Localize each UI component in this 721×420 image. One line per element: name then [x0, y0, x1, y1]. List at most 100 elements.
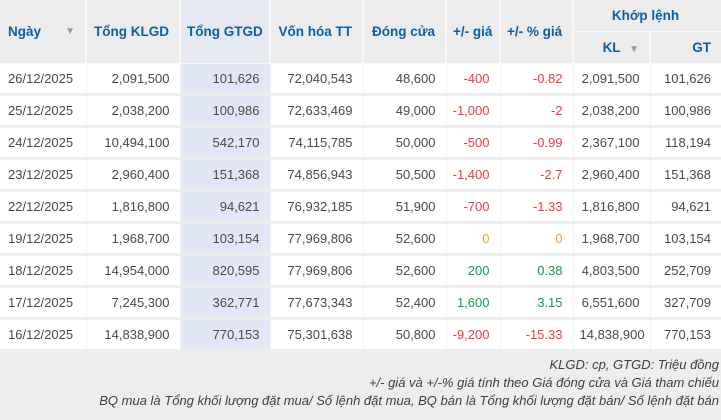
cell-close: 50,000	[363, 126, 447, 160]
cell-total_gt: 770,153	[180, 318, 271, 352]
cell-kl: 2,960,400	[573, 158, 651, 192]
cell-gt: 94,621	[650, 190, 721, 224]
cell-total_kl: 2,091,500	[86, 63, 181, 96]
cell-chg: -1,000	[446, 94, 501, 128]
cell-chg: -9,200	[446, 318, 501, 352]
table-row: 25/12/2025 2,038,200 100,986 72,633,469 49,0…	[0, 94, 721, 128]
cell-date: 16/12/2025	[0, 318, 87, 352]
cell-gt: 252,709	[650, 254, 721, 288]
cell-chg_pct: -2.7	[500, 158, 574, 192]
cell-date: 19/12/2025	[0, 222, 87, 256]
cell-mkt_cap: 76,932,185	[270, 190, 364, 224]
cell-total_kl: 1,816,800	[86, 190, 181, 224]
col-header-gt[interactable]: GT	[650, 31, 721, 64]
cell-gt: 103,154	[650, 222, 721, 256]
cell-mkt_cap: 74,856,943	[270, 158, 364, 192]
col-header-kl[interactable]: KL ▼	[573, 31, 651, 64]
cell-mkt_cap: 75,301,638	[270, 318, 364, 352]
cell-close: 51,900	[363, 190, 447, 224]
cell-mkt_cap: 77,969,806	[270, 222, 364, 256]
col-header-kl-label: KL	[602, 40, 621, 55]
cell-total_gt: 103,154	[180, 222, 271, 256]
cell-total_gt: 94,621	[180, 190, 271, 224]
cell-chg_pct: -1.33	[500, 190, 574, 224]
table-row: 17/12/2025 7,245,300 362,771 77,673,343 52,4…	[0, 286, 721, 320]
cell-date: 17/12/2025	[0, 286, 87, 320]
cell-total_kl: 10,494,100	[86, 126, 181, 160]
cell-date: 24/12/2025	[0, 126, 87, 160]
cell-total_gt: 151,368	[180, 158, 271, 192]
cell-total_kl: 7,245,300	[86, 286, 181, 320]
cell-total_kl: 14,954,000	[86, 254, 181, 288]
cell-total_gt: 362,771	[180, 286, 271, 320]
sort-desc-icon: ▼	[65, 26, 75, 37]
cell-chg_pct: 0.38	[500, 254, 574, 288]
cell-chg_pct: -0.82	[500, 63, 574, 96]
col-header-chg-pct-gia[interactable]: +/- % giá	[500, 0, 574, 64]
cell-chg_pct: -0.99	[500, 126, 574, 160]
table-row: 24/12/2025 10,494,100 542,170 74,115,785 50,…	[0, 126, 721, 160]
cell-kl: 4,803,500	[573, 254, 651, 288]
cell-gt: 770,153	[650, 318, 721, 352]
cell-mkt_cap: 77,969,806	[270, 254, 364, 288]
cell-chg_pct: 3.15	[500, 286, 574, 320]
cell-close: 50,800	[363, 318, 447, 352]
cell-chg: 0	[446, 222, 501, 256]
footnote-bq-calc: BQ mua là Tổng khối lượng đặt mua/ Số lệ…	[99, 393, 719, 408]
cell-total_gt: 820,595	[180, 254, 271, 288]
cell-chg: -500	[446, 126, 501, 160]
cell-gt: 327,709	[650, 286, 721, 320]
footnote-units: KLGD: cp, GTGD: Triệu đồng	[549, 357, 719, 372]
col-header-date-label: Ngày	[8, 24, 42, 39]
cell-total_kl: 14,838,900	[86, 318, 181, 352]
cell-gt: 118,194	[650, 126, 721, 160]
cell-chg: -400	[446, 63, 501, 96]
cell-kl: 1,968,700	[573, 222, 651, 256]
cell-close: 52,600	[363, 222, 447, 256]
cell-date: 18/12/2025	[0, 254, 87, 288]
footnotes: KLGD: cp, GTGD: Triệu đồng +/- giá và +/…	[0, 352, 721, 410]
table-row: 18/12/2025 14,954,000 820,595 77,969,806 52,…	[0, 254, 721, 288]
cell-total_kl: 1,968,700	[86, 222, 181, 256]
cell-total_gt: 101,626	[180, 63, 271, 96]
cell-total_kl: 2,960,400	[86, 158, 181, 192]
cell-kl: 1,816,800	[573, 190, 651, 224]
cell-close: 52,400	[363, 286, 447, 320]
cell-kl: 6,551,600	[573, 286, 651, 320]
cell-kl: 2,091,500	[573, 63, 651, 96]
cell-total_gt: 100,986	[180, 94, 271, 128]
cell-date: 26/12/2025	[0, 63, 87, 96]
col-header-total-klgd[interactable]: Tổng KLGD	[86, 0, 181, 64]
cell-close: 49,000	[363, 94, 447, 128]
cell-kl: 14,838,900	[573, 318, 651, 352]
table-row: 26/12/2025 2,091,500 101,626 72,040,543 48,6…	[0, 63, 721, 96]
cell-mkt_cap: 77,673,343	[270, 286, 364, 320]
cell-gt: 151,368	[650, 158, 721, 192]
cell-kl: 2,367,100	[573, 126, 651, 160]
cell-date: 25/12/2025	[0, 94, 87, 128]
footnote-change-calc: +/- giá và +/-% giá tính theo Giá đóng c…	[368, 375, 719, 390]
cell-chg: -1,400	[446, 158, 501, 192]
cell-kl: 2,038,200	[573, 94, 651, 128]
col-header-dong-cua[interactable]: Đóng cửa	[363, 0, 447, 64]
cell-chg_pct: -15.33	[500, 318, 574, 352]
col-header-total-gtgd[interactable]: Tổng GTGD	[180, 0, 271, 64]
cell-close: 50,500	[363, 158, 447, 192]
table-header: Ngày ▼ Tổng KLGD Tổng GTGD Vốn hóa TT Đó…	[0, 0, 721, 64]
cell-chg: -700	[446, 190, 501, 224]
cell-mkt_cap: 72,040,543	[270, 63, 364, 96]
cell-date: 23/12/2025	[0, 158, 87, 192]
cell-close: 52,600	[363, 254, 447, 288]
col-header-chg-gia[interactable]: +/- giá	[446, 0, 501, 64]
cell-date: 22/12/2025	[0, 190, 87, 224]
cell-chg: 1,600	[446, 286, 501, 320]
col-header-date[interactable]: Ngày ▼	[0, 0, 87, 64]
cell-total_gt: 542,170	[180, 126, 271, 160]
table-row: 22/12/2025 1,816,800 94,621 76,932,185 51,90…	[0, 190, 721, 224]
col-group-khop-lenh: Khớp lệnh	[573, 0, 721, 32]
col-header-von-hoa[interactable]: Vốn hóa TT	[270, 0, 364, 64]
cell-mkt_cap: 72,633,469	[270, 94, 364, 128]
cell-gt: 101,626	[650, 63, 721, 96]
cell-close: 48,600	[363, 63, 447, 96]
